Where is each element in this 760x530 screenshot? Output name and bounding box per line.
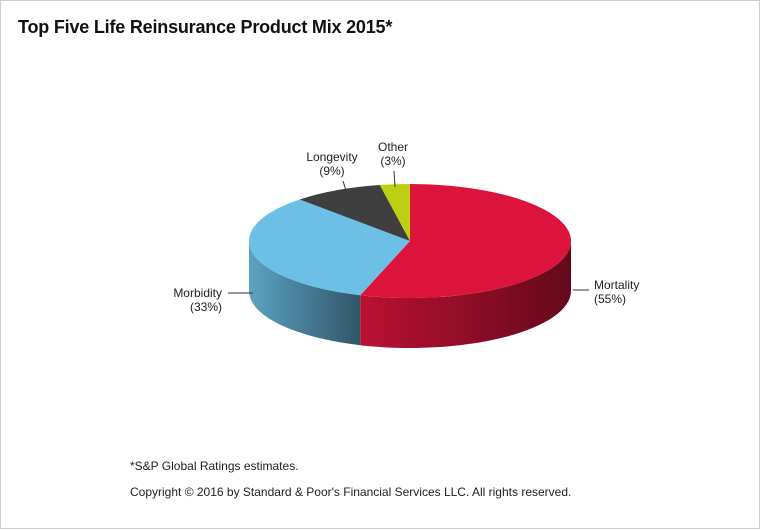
slice-value-mortality: (55%): [594, 292, 626, 306]
slice-label-other: Other: [378, 140, 408, 154]
slice-side-mortality: [360, 241, 571, 349]
slice-labels: Mortality(55%) Morbidity(33%) Longevity(9%…: [173, 140, 639, 314]
slice-side-morbidity: [249, 241, 361, 346]
pie-top: [249, 184, 571, 298]
copyright: Copyright © 2016 by Standard & Poor's Fi…: [130, 485, 572, 499]
slice-longevity: [299, 185, 410, 241]
slice-label-longevity: Longevity: [306, 150, 357, 164]
pie-sides: [249, 241, 571, 349]
slice-mortality: [360, 184, 571, 298]
slice-other: [379, 184, 410, 241]
chart-title: Top Five Life Reinsurance Product Mix 20…: [18, 17, 393, 37]
slice-morbidity: [249, 199, 410, 296]
slice-value-longevity: (9%): [319, 164, 344, 178]
slice-value-other: (3%): [380, 154, 405, 168]
slice-value-morbidity: (33%): [190, 300, 222, 314]
leader-lines: [228, 170, 589, 294]
leader-line-other: [393, 170, 396, 188]
slice-label-morbidity: Morbidity: [173, 286, 222, 300]
slice-label-mortality: Mortality: [594, 278, 639, 292]
footnote: *S&P Global Ratings estimates.: [130, 459, 299, 473]
leader-line-longevity: [342, 180, 348, 195]
